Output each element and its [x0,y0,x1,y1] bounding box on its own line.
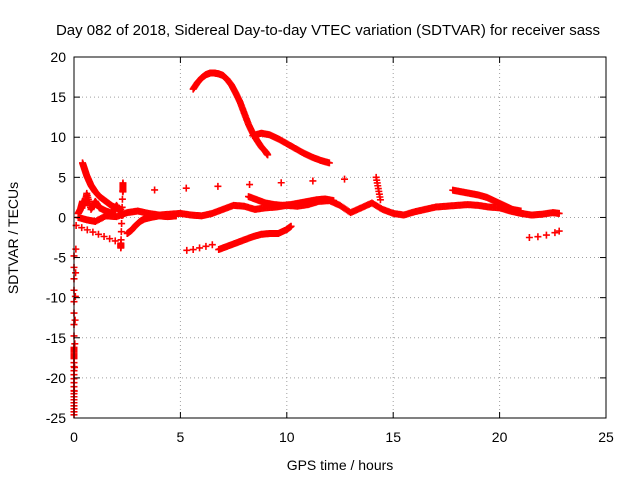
x-tick-labels: 0 5 10 15 20 25 [70,429,614,445]
y-tick-label: 0 [58,209,66,225]
x-tick-label: 5 [177,429,185,445]
data-point [555,209,563,217]
data-point [100,232,108,240]
y-tick-label: 20 [50,49,66,65]
data-point [118,211,126,219]
data-point [151,186,159,194]
data-point [119,188,127,196]
x-axis-label: GPS time / hours [287,457,394,473]
data-point [202,242,210,250]
data-point [341,175,349,183]
data-point [71,316,79,324]
axis-ticks [73,56,607,419]
series-late-descend [449,186,525,215]
data-point [117,236,125,244]
data-point [71,340,79,348]
data-point [72,269,80,277]
data-point [287,222,295,230]
data-point [551,229,559,237]
data-point [106,235,114,243]
data-point [71,363,79,371]
data-point [542,231,550,239]
y-tick-label: -25 [46,410,66,426]
data-point [78,224,86,232]
data-point [517,207,525,215]
series-mid-descend [244,193,338,209]
y-axis-label: SDTVAR / TECUs [5,182,21,294]
y-tick-label: -10 [46,290,66,306]
data-point [277,179,285,187]
y-tick-label: 5 [58,169,66,185]
series-arc-descending [249,129,333,167]
data-point [89,228,97,236]
y-tick-label: 10 [50,129,66,145]
y-tick-label: 15 [50,89,66,105]
y-tick-labels: -25 -20 -15 -10 -5 0 5 10 15 20 [46,49,66,426]
data-point [325,159,333,167]
data-point [117,244,125,252]
data-point [196,244,204,252]
data-point [83,226,91,234]
data-point [118,203,126,211]
series-dip-mid [123,212,180,237]
chart-title: Day 082 of 2018, Sidereal Day-to-day VTE… [56,22,600,39]
y-tick-label: -20 [46,370,66,386]
series-lower-rise [215,222,295,254]
data-point [183,246,191,254]
data-point [525,234,533,241]
series-late-low [525,227,563,241]
data-point [117,228,125,236]
data-point [330,197,338,205]
data-point [94,230,102,238]
data-point [309,177,317,185]
data-points [70,69,563,419]
data-point [118,220,126,228]
x-tick-label: 0 [70,429,78,445]
x-tick-label: 15 [385,429,401,445]
data-point [555,227,563,235]
data-point [172,212,180,220]
series-lower-arc [183,241,216,254]
data-point [214,182,222,190]
x-tick-label: 25 [598,429,614,445]
data-point [246,181,254,189]
data-point [71,292,79,300]
data-point [111,237,119,245]
data-point [118,195,126,203]
data-point [534,233,542,241]
y-tick-label: -5 [54,250,67,266]
x-tick-label: 10 [279,429,295,445]
series-arc-high [189,69,272,159]
data-point [264,151,272,159]
y-tick-label: -15 [46,330,66,346]
data-point [182,184,190,192]
data-point [208,241,216,249]
x-tick-label: 20 [492,429,508,445]
plot-frame [73,56,607,419]
data-point [376,196,384,204]
data-point [189,246,197,254]
